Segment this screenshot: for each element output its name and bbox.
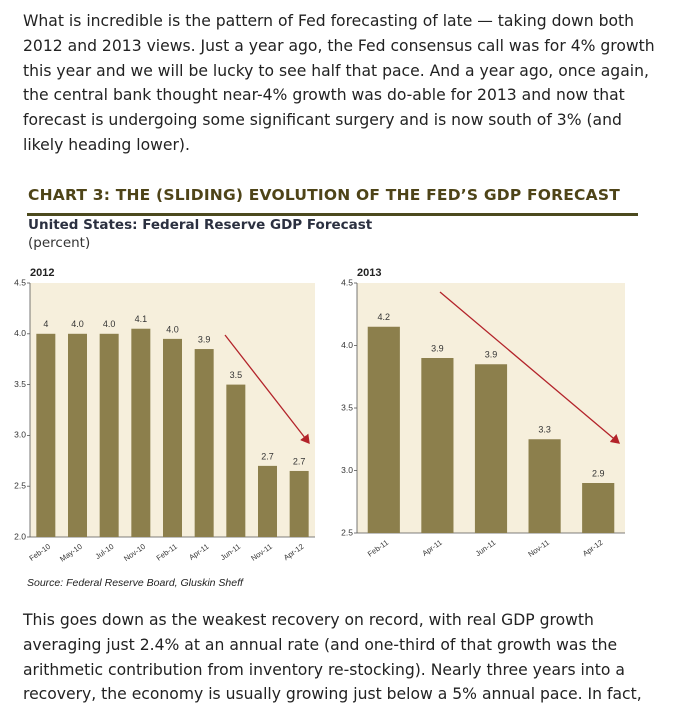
value-label: 4.2 xyxy=(378,312,391,322)
y-tick-label: 4.0 xyxy=(341,340,353,350)
bar xyxy=(582,483,615,533)
x-tick-label: Jun-11 xyxy=(219,542,243,562)
bar xyxy=(131,328,151,537)
bar xyxy=(474,364,508,533)
value-label: 2.7 xyxy=(261,451,274,461)
value-label: 2.7 xyxy=(293,456,306,466)
bar xyxy=(528,439,561,533)
y-tick-label: 4.5 xyxy=(341,277,353,287)
x-tick-label: Jun-11 xyxy=(474,538,498,558)
bar xyxy=(226,384,246,537)
paragraph: This goes down as the weakest recovery o… xyxy=(23,611,642,704)
y-tick-label: 3.0 xyxy=(341,465,353,475)
bar xyxy=(367,326,400,533)
bar xyxy=(258,465,277,537)
x-tick-label: May-10 xyxy=(58,542,84,564)
trend-arrow xyxy=(439,291,620,444)
value-label: 4.0 xyxy=(166,324,179,334)
x-tick-label: Nov-11 xyxy=(526,538,551,559)
x-tick-label: Apr-12 xyxy=(581,538,605,558)
value-label: 4.0 xyxy=(103,319,116,329)
source-note: Source: Federal Reserve Board, Gluskin S… xyxy=(27,577,243,589)
trend-arrow xyxy=(224,334,310,445)
paragraph: What is incredible is the pattern of Fed… xyxy=(23,12,655,154)
value-label: 4 xyxy=(43,319,48,329)
y-tick-label: 3.5 xyxy=(341,402,353,412)
value-label: 4.1 xyxy=(135,314,148,324)
y-tick-label: 2.5 xyxy=(14,480,26,490)
y-tick-label: 4.5 xyxy=(14,277,26,287)
value-label: 3.9 xyxy=(485,350,498,360)
y-tick-label: 2.0 xyxy=(14,531,26,541)
x-tick-label: Feb-11 xyxy=(366,538,390,559)
bar xyxy=(36,333,56,537)
value-label: 3.9 xyxy=(431,343,444,353)
chart-heading: CHART 3: THE (SLIDING) EVOLUTION OF THE … xyxy=(28,186,620,204)
bar xyxy=(289,470,309,537)
x-tick-label: Apr-11 xyxy=(187,542,210,562)
panel-title: 2012 xyxy=(30,267,54,279)
x-tick-label: Feb-10 xyxy=(27,542,52,563)
value-label: 3.9 xyxy=(198,334,211,344)
bar xyxy=(421,358,454,533)
x-tick-label: Feb-11 xyxy=(155,542,179,563)
value-label: 3.5 xyxy=(230,370,243,380)
y-tick-label: 3.0 xyxy=(14,430,26,440)
bar xyxy=(99,333,119,537)
bar xyxy=(163,338,182,537)
value-label: 2.9 xyxy=(592,468,605,478)
x-tick-label: Apr-11 xyxy=(421,538,444,558)
value-label: 4.0 xyxy=(71,319,84,329)
x-tick-label: Nov-10 xyxy=(122,542,147,563)
x-tick-label: Apr-12 xyxy=(282,542,306,562)
x-tick-label: Nov-11 xyxy=(249,542,274,563)
y-tick-label: 2.5 xyxy=(341,527,353,537)
chart-unit: (percent) xyxy=(28,235,91,251)
y-tick-label: 4.0 xyxy=(14,328,26,338)
bar xyxy=(194,349,214,537)
x-tick-label: Jul-10 xyxy=(94,542,116,561)
value-label: 3.3 xyxy=(538,425,551,435)
heading-rule xyxy=(27,213,638,216)
y-tick-label: 3.5 xyxy=(14,379,26,389)
charts: 2012 2.0 2.5 3.0 3.5 4.0 4.5 4 Feb-10 4.0 May-10 4.… xyxy=(14,267,625,564)
bar xyxy=(68,333,87,537)
chart-subtitle: United States: Federal Reserve GDP Forec… xyxy=(28,217,373,233)
panel-title: 2013 xyxy=(357,267,381,279)
